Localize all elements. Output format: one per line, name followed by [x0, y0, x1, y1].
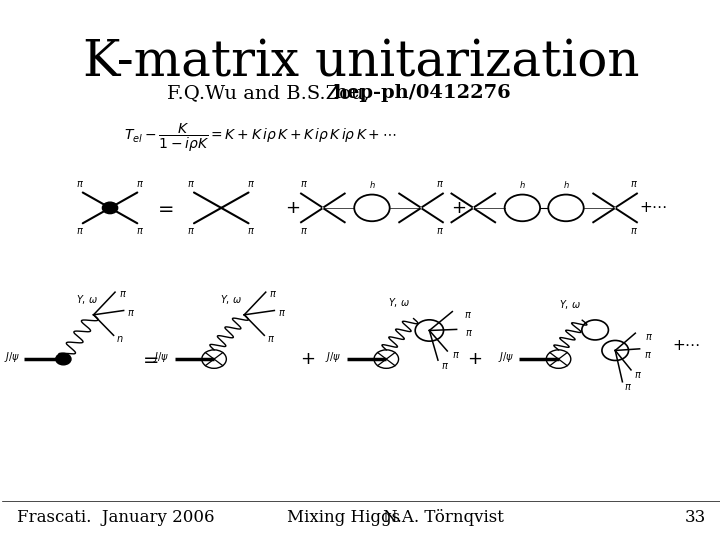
- Text: $\pi$: $\pi$: [452, 350, 460, 360]
- Text: $Y,\,\omega$: $Y,\,\omega$: [389, 296, 410, 309]
- Text: $\pi$: $\pi$: [119, 289, 127, 299]
- Circle shape: [55, 353, 71, 365]
- Text: $+\cdots$: $+\cdots$: [672, 339, 701, 353]
- Text: $Y,\,\omega$: $Y,\,\omega$: [220, 293, 242, 306]
- Text: $J/\psi$: $J/\psi$: [498, 350, 514, 365]
- Text: $\pi$: $\pi$: [630, 226, 638, 237]
- Text: $\pi$: $\pi$: [187, 179, 195, 190]
- Text: $\pi$: $\pi$: [269, 289, 277, 299]
- Text: $\pi$: $\pi$: [278, 308, 286, 318]
- Text: $\pi$: $\pi$: [267, 334, 275, 344]
- Text: $\pi$: $\pi$: [441, 361, 449, 370]
- Text: $\pi$: $\pi$: [436, 179, 444, 190]
- Text: $+$: $+$: [285, 199, 300, 217]
- Text: $\pi$: $\pi$: [644, 350, 652, 360]
- Text: $\pi$: $\pi$: [127, 308, 135, 318]
- Text: $\pi$: $\pi$: [645, 333, 653, 342]
- Text: F.Q.Wu and B.S.Zou,: F.Q.Wu and B.S.Zou,: [166, 84, 369, 102]
- Text: $\pi$: $\pi$: [436, 226, 444, 237]
- Text: $n$: $n$: [117, 334, 124, 344]
- Text: K-matrix unitarization: K-matrix unitarization: [83, 38, 639, 87]
- Text: $\pi$: $\pi$: [624, 382, 632, 392]
- Circle shape: [102, 202, 117, 214]
- Text: $+$: $+$: [300, 350, 315, 368]
- Text: $h$: $h$: [562, 179, 570, 191]
- Text: $=$: $=$: [154, 199, 174, 217]
- Text: $Y,\,\omega$: $Y,\,\omega$: [559, 298, 581, 311]
- Text: $J/\psi$: $J/\psi$: [4, 350, 20, 365]
- Text: $h$: $h$: [519, 179, 526, 191]
- Text: Frascati.  January 2006: Frascati. January 2006: [17, 509, 215, 525]
- Text: $+$: $+$: [467, 350, 482, 368]
- Text: $\pi$: $\pi$: [76, 226, 84, 237]
- Text: $\pi$: $\pi$: [634, 370, 642, 380]
- Text: $\pi$: $\pi$: [187, 226, 195, 237]
- Text: $\pi$: $\pi$: [247, 226, 256, 237]
- Text: $\pi$: $\pi$: [300, 179, 307, 190]
- Text: $\pi$: $\pi$: [630, 179, 638, 190]
- Text: $J/\psi$: $J/\psi$: [153, 350, 170, 365]
- Text: $=$: $=$: [140, 350, 160, 368]
- Text: $T_{el} - \dfrac{K}{1-i\rho K} = K + K\,i\rho\,K + K\,i\rho\,K\,i\rho\,K + \cdot: $T_{el} - \dfrac{K}{1-i\rho K} = K + K\,…: [125, 122, 397, 154]
- Text: $+\cdots$: $+\cdots$: [639, 201, 667, 215]
- Text: $\pi$: $\pi$: [247, 179, 256, 190]
- Text: $\pi$: $\pi$: [465, 328, 473, 338]
- Text: N.A. Törnqvist: N.A. Törnqvist: [383, 509, 504, 525]
- Text: $\pi$: $\pi$: [464, 310, 472, 320]
- Text: $\pi$: $\pi$: [136, 226, 144, 237]
- Text: $\pi$: $\pi$: [300, 226, 307, 237]
- Text: hep-ph/0412276: hep-ph/0412276: [333, 84, 511, 102]
- Text: 33: 33: [685, 509, 706, 525]
- Text: $Y,\,\omega$: $Y,\,\omega$: [76, 293, 99, 306]
- Text: Mixing Higgs: Mixing Higgs: [287, 509, 400, 525]
- Text: $\pi$: $\pi$: [136, 179, 144, 190]
- Text: $\pi$: $\pi$: [76, 179, 84, 190]
- Text: $+$: $+$: [451, 199, 466, 217]
- Text: $J/\psi$: $J/\psi$: [325, 350, 342, 365]
- Text: $h$: $h$: [369, 179, 375, 191]
